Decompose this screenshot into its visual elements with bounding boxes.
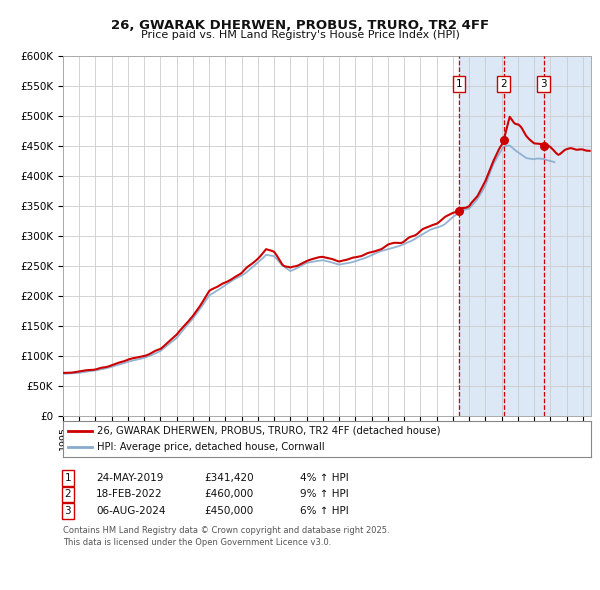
Text: Contains HM Land Registry data © Crown copyright and database right 2025.
This d: Contains HM Land Registry data © Crown c… (63, 526, 389, 547)
Text: 18-FEB-2022: 18-FEB-2022 (96, 490, 163, 499)
Text: Price paid vs. HM Land Registry's House Price Index (HPI): Price paid vs. HM Land Registry's House … (140, 30, 460, 40)
Text: 1: 1 (64, 473, 71, 483)
Bar (544, 56, 591, 416)
Text: 9% ↑ HPI: 9% ↑ HPI (300, 490, 349, 499)
Text: 2: 2 (64, 490, 71, 499)
Bar (459, 56, 591, 416)
Text: HPI: Average price, detached house, Cornwall: HPI: Average price, detached house, Corn… (97, 442, 325, 452)
Text: 2: 2 (500, 79, 507, 89)
Text: £450,000: £450,000 (204, 506, 253, 516)
Text: 24-MAY-2019: 24-MAY-2019 (96, 473, 163, 483)
Text: 3: 3 (541, 79, 547, 89)
Text: 4% ↑ HPI: 4% ↑ HPI (300, 473, 349, 483)
Text: 6% ↑ HPI: 6% ↑ HPI (300, 506, 349, 516)
Text: 26, GWARAK DHERWEN, PROBUS, TRURO, TR2 4FF: 26, GWARAK DHERWEN, PROBUS, TRURO, TR2 4… (111, 19, 489, 32)
Text: £460,000: £460,000 (204, 490, 253, 499)
Text: £341,420: £341,420 (204, 473, 254, 483)
Text: 3: 3 (64, 506, 71, 516)
Text: 1: 1 (456, 79, 463, 89)
Text: 06-AUG-2024: 06-AUG-2024 (96, 506, 166, 516)
Text: 26, GWARAK DHERWEN, PROBUS, TRURO, TR2 4FF (detached house): 26, GWARAK DHERWEN, PROBUS, TRURO, TR2 4… (97, 426, 441, 436)
